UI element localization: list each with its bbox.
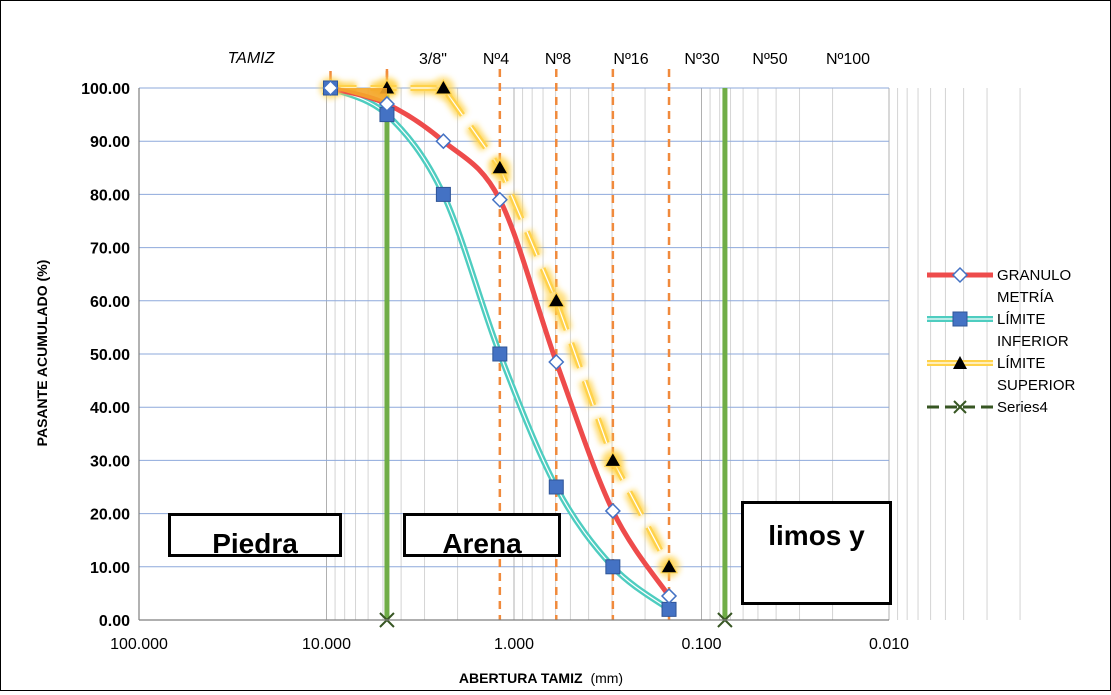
y-tick-label: 90.00 bbox=[90, 134, 130, 151]
series-layer bbox=[319, 77, 733, 628]
marker-limite-superior bbox=[603, 451, 622, 467]
x-tick-label: 0.100 bbox=[681, 636, 721, 653]
legend-item-granulometria: GRANULO METRÍA bbox=[923, 263, 1108, 307]
legend-symbol-series4 bbox=[927, 400, 993, 414]
sieve-label: Nº30 bbox=[684, 51, 719, 68]
marker-limite-inferior bbox=[661, 601, 677, 617]
x-axis-title: ABERTURA TAMIZ (mm) bbox=[459, 670, 623, 686]
axis-layer bbox=[138, 88, 889, 621]
sieve-label: Nº100 bbox=[826, 51, 870, 68]
marker-limite-superior bbox=[490, 158, 509, 175]
marker-granulometria bbox=[491, 191, 508, 208]
legend-item-series4: Series4 bbox=[923, 395, 1108, 425]
legend-symbol-limite-superior bbox=[927, 356, 993, 369]
sieve-header: TAMIZ bbox=[228, 50, 276, 67]
y-tick-label: 60.00 bbox=[90, 294, 130, 311]
sieve-label: Nº50 bbox=[752, 51, 787, 68]
marker-granulometria bbox=[322, 79, 339, 97]
x-axis-title-unit: (mm) bbox=[590, 670, 623, 686]
y-tick-label: 30.00 bbox=[90, 453, 130, 470]
sieve-label: 3/8" bbox=[419, 51, 447, 68]
x-tick-label: 100.000 bbox=[110, 636, 168, 653]
sieve-labels: 3/8" Nº4 Nº8 Nº16 Nº30 Nº50 Nº100 bbox=[419, 51, 870, 68]
region-limos-label: limos y bbox=[768, 520, 865, 551]
legend-item-limite-inferior: LÍMITE INFERIOR bbox=[923, 307, 1108, 351]
marker-limite-inferior bbox=[492, 346, 508, 362]
y-tick-label: 100.00 bbox=[81, 81, 130, 98]
y-axis-title: PASANTE ACUMULADO (%) bbox=[34, 260, 50, 447]
marker-granulometria bbox=[378, 95, 396, 113]
y-tick-label: 70.00 bbox=[90, 241, 130, 258]
marker-granulometria bbox=[604, 502, 621, 520]
x-axis-title-text: ABERTURA TAMIZ bbox=[459, 670, 583, 686]
legend: GRANULO METRÍA LÍMITE INFERIOR LÍMITE SU… bbox=[923, 263, 1108, 425]
region-piedra: Piedra bbox=[168, 513, 342, 559]
sieve-label: Nº4 bbox=[483, 51, 509, 68]
x-tick-label: 10.000 bbox=[302, 636, 351, 653]
y-tick-label: 50.00 bbox=[90, 347, 130, 364]
legend-label-limite-superior: LÍMITE SUPERIOR bbox=[997, 355, 1076, 394]
x-tick-label: 0.010 bbox=[869, 636, 909, 653]
x-tick-labels: 100.000 10.000 1.000 0.100 0.010 bbox=[110, 636, 909, 653]
marker-limite-inferior bbox=[605, 559, 621, 575]
y-tick-label: 0.00 bbox=[99, 613, 130, 630]
legend-label-granulometria: GRANULO METRÍA bbox=[997, 267, 1072, 306]
marker-wedge bbox=[330, 88, 387, 104]
region-limos: limos y bbox=[741, 501, 892, 605]
sieve-label: Nº8 bbox=[545, 51, 571, 68]
marker-granulometria bbox=[435, 133, 452, 150]
y-tick-label: 20.00 bbox=[90, 507, 130, 524]
boundary-lines bbox=[384, 88, 728, 620]
legend-symbol-limite-inferior bbox=[927, 311, 993, 327]
marker-limite-superior bbox=[547, 291, 566, 308]
marker-limite-inferior bbox=[548, 479, 564, 495]
marker-granulometria bbox=[548, 353, 565, 371]
legend-symbol-granulometria bbox=[927, 266, 993, 284]
marker-granulometria bbox=[660, 587, 678, 605]
y-tick-label: 80.00 bbox=[90, 187, 130, 204]
marker-limite-inferior bbox=[435, 186, 451, 202]
marker-limite-superior bbox=[660, 557, 678, 574]
legend-label-series4: Series4 bbox=[997, 399, 1048, 416]
region-arena-label: Arena bbox=[442, 528, 522, 559]
y-tick-label: 40.00 bbox=[90, 400, 130, 417]
region-piedra-label: Piedra bbox=[212, 528, 298, 559]
marker-limite-superior bbox=[434, 78, 453, 95]
sieve-label: Nº16 bbox=[613, 51, 648, 68]
y-tick-label: 10.00 bbox=[90, 560, 130, 577]
region-arena: Arena bbox=[403, 513, 561, 559]
x-tick-label: 1.000 bbox=[494, 636, 534, 653]
legend-item-limite-superior: LÍMITE SUPERIOR bbox=[923, 351, 1108, 395]
legend-label-limite-inferior: LÍMITE INFERIOR bbox=[997, 311, 1069, 350]
y-tick-labels: 0.00 10.00 20.00 30.00 40.00 50.00 60.00 70.00 8… bbox=[81, 81, 130, 630]
